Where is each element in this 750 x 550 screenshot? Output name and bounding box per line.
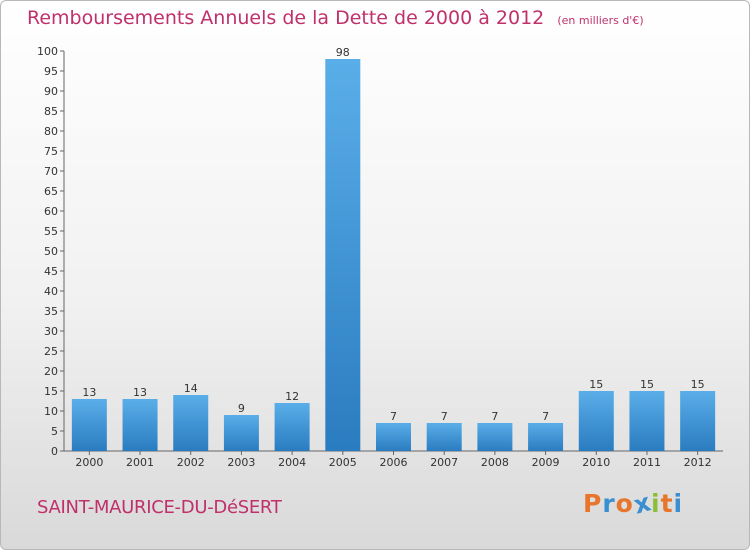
bar-2012: [680, 391, 716, 451]
y-tick-label: 40: [44, 285, 58, 298]
x-tick-label: 2009: [532, 456, 560, 469]
chart-labels: 2000 13 2001 13 2002 14 2003 9 2004 12 2005 98 2006 7…: [75, 46, 711, 469]
logo-letter: P: [583, 489, 603, 518]
logo-letter: t: [660, 489, 674, 518]
data-label: 7: [441, 410, 448, 423]
y-tick-label: 25: [44, 345, 58, 358]
place-name: SAINT-MAURICE-DU-DéSERT: [37, 497, 282, 518]
x-tick-label: 2001: [126, 456, 154, 469]
x-tick-label: 2005: [329, 456, 357, 469]
y-tick-label: 15: [44, 385, 58, 398]
data-label: 13: [133, 386, 147, 399]
bar-2009: [528, 423, 564, 451]
x-tick-label: 2007: [430, 456, 458, 469]
y-tick-label: 50: [44, 245, 58, 258]
x-tick-label: 2002: [177, 456, 205, 469]
data-label: 15: [589, 378, 603, 391]
bar-2004: [274, 403, 310, 451]
data-label: 7: [542, 410, 549, 423]
data-label: 13: [82, 386, 96, 399]
data-label: 12: [285, 390, 299, 403]
chart-title: Remboursements Annuels de la Dette de 20…: [27, 7, 545, 29]
y-tick-label: 90: [44, 85, 58, 98]
bar-2000: [71, 399, 107, 451]
y-tick-label: 10: [44, 405, 58, 418]
bar-2010: [578, 391, 614, 451]
chart-unit: (en milliers d'€): [557, 14, 644, 27]
bar-2006: [376, 423, 411, 451]
bar-2002: [173, 395, 209, 451]
y-tick-label: 30: [44, 325, 58, 338]
y-tick-label: 95: [44, 65, 58, 78]
bar-2005: [325, 59, 361, 451]
x-tick-label: 2006: [380, 456, 408, 469]
y-tick-label: 45: [44, 265, 58, 278]
bar-2001: [122, 399, 158, 451]
data-label: 15: [691, 378, 705, 391]
y-tick-label: 55: [44, 225, 58, 238]
logo-letter: o: [615, 489, 634, 518]
y-tick-label: 0: [51, 445, 58, 458]
data-label: 7: [390, 410, 397, 423]
data-label: 7: [491, 410, 498, 423]
chart-title-block: Remboursements Annuels de la Dette de 20…: [27, 7, 644, 29]
y-tick-label: 35: [44, 305, 58, 318]
y-tick-label: 85: [44, 105, 58, 118]
y-tick-label: 20: [44, 365, 58, 378]
logo-letter: r: [602, 489, 616, 518]
bar-2003: [223, 415, 259, 451]
bar-2011: [629, 391, 665, 451]
x-tick-label: 2010: [582, 456, 610, 469]
y-tick-label: 80: [44, 125, 58, 138]
logo-letter: i: [673, 489, 684, 518]
data-label: 9: [238, 402, 245, 415]
y-tick-label: 5: [51, 425, 58, 438]
bar-2008: [477, 423, 513, 451]
logo-letter: i: [651, 489, 661, 518]
chart-bars: [71, 59, 716, 451]
data-label: 98: [336, 46, 350, 59]
y-tick-label: 100: [37, 45, 58, 58]
y-tick-label: 70: [44, 165, 58, 178]
proxiti-logo: Proxiti: [583, 487, 684, 519]
x-tick-label: 2011: [633, 456, 661, 469]
x-tick-label: 2008: [481, 456, 509, 469]
x-tick-label: 2003: [227, 456, 255, 469]
y-tick-label: 60: [44, 205, 58, 218]
data-label: 15: [640, 378, 654, 391]
x-tick-label: 2012: [684, 456, 712, 469]
y-tick-label: 75: [44, 145, 58, 158]
x-tick-label: 2004: [278, 456, 306, 469]
x-tick-label: 2000: [75, 456, 103, 469]
data-label: 14: [184, 382, 198, 395]
bar-2007: [426, 423, 462, 451]
y-tick-label: 65: [44, 185, 58, 198]
